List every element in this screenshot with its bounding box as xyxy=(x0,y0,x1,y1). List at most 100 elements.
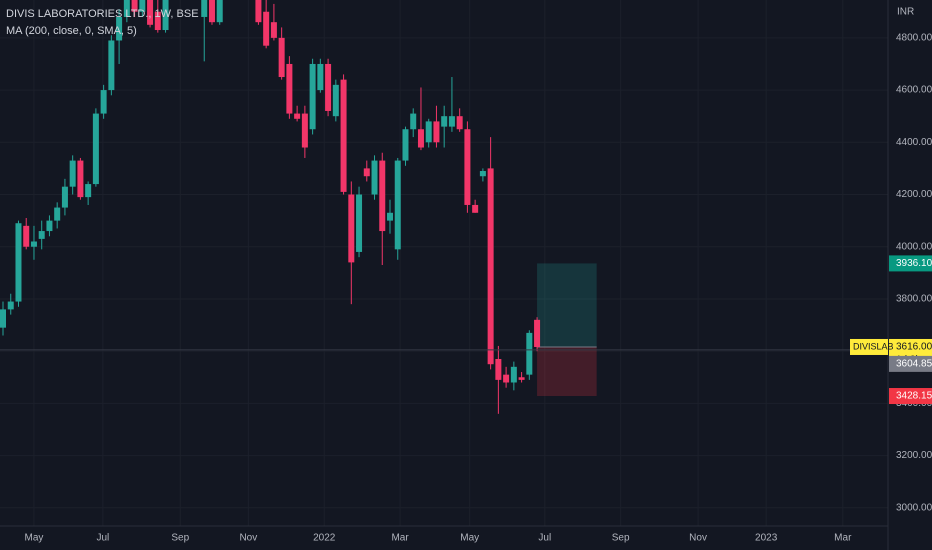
candle-body xyxy=(510,366,517,383)
x-tick-label: Sep xyxy=(612,533,630,544)
x-tick-label: Mar xyxy=(834,533,852,544)
candle-body xyxy=(54,207,61,221)
symbol-tag: DIVISLAB xyxy=(853,341,894,351)
y-tick-label: 3200.00 xyxy=(896,450,932,461)
x-tick-label: Sep xyxy=(171,533,189,544)
candle-body xyxy=(139,0,146,12)
candle-body xyxy=(433,121,440,143)
candle-body xyxy=(387,212,394,221)
symbol-tag-bg xyxy=(850,338,888,355)
x-tick-label: Mar xyxy=(391,533,409,544)
candle-body xyxy=(487,168,494,365)
currency-label: INR xyxy=(897,7,914,18)
candle-body xyxy=(518,377,525,380)
last-price-label: 3616.00 xyxy=(896,342,932,353)
chart-title: DIVIS LABORATORIES LTD., 1W, BSE xyxy=(6,8,199,20)
candle-body xyxy=(162,0,169,31)
candle-body xyxy=(286,63,293,114)
candle-body xyxy=(154,11,161,31)
candle-body xyxy=(15,223,22,302)
candle-body xyxy=(7,301,14,310)
price-label: 3428.15 xyxy=(896,391,932,402)
candle-body xyxy=(371,160,378,195)
grid xyxy=(0,0,888,526)
candle-body xyxy=(348,194,355,263)
candle-body xyxy=(495,358,502,380)
candle-body xyxy=(30,241,37,247)
candle-body xyxy=(425,121,432,143)
candle-body xyxy=(472,204,479,213)
candle-body xyxy=(38,231,45,239)
candle-body xyxy=(417,129,424,148)
axes: 3000.003200.003400.003600.003800.004000.… xyxy=(25,32,932,544)
x-tick-label: Jul xyxy=(538,533,551,544)
candle-body xyxy=(255,0,262,23)
target-zone xyxy=(537,263,597,347)
candle-body xyxy=(294,113,301,119)
stop-zone xyxy=(537,346,597,397)
candle-body xyxy=(201,0,208,17)
y-tick-label: 3000.00 xyxy=(896,502,932,513)
price-label-bg xyxy=(889,255,932,272)
price-label: 3936.10 xyxy=(896,258,932,269)
y-tick-label: 3800.00 xyxy=(896,294,932,305)
candle-body xyxy=(123,0,130,17)
candle-body xyxy=(61,186,68,208)
candle-body xyxy=(278,37,285,78)
candle-body xyxy=(0,309,7,328)
x-tick-label: May xyxy=(25,533,44,544)
candle-body xyxy=(23,225,30,247)
y-tick-label: 4000.00 xyxy=(896,241,932,252)
candle-body xyxy=(77,160,84,198)
candle-body xyxy=(46,220,53,232)
x-tick-label: May xyxy=(460,533,479,544)
candle-body xyxy=(325,63,332,111)
candle-body xyxy=(116,16,123,41)
candle-body xyxy=(441,116,448,127)
candle-body xyxy=(69,160,76,187)
candle-body xyxy=(534,319,541,347)
y-tick-label: 4600.00 xyxy=(896,85,932,96)
x-tick-label: 2022 xyxy=(313,533,336,544)
line-price-label: 3604.85 xyxy=(896,359,932,370)
candle-body xyxy=(108,40,115,91)
candle-body xyxy=(100,90,107,114)
x-tick-label: 2023 xyxy=(755,533,778,544)
x-tick-label: Nov xyxy=(689,533,707,544)
candle-body xyxy=(402,129,409,161)
x-tick-label: Jul xyxy=(96,533,109,544)
y-tick-label: 4400.00 xyxy=(896,137,932,148)
candle-body xyxy=(208,0,215,23)
candle-body xyxy=(332,84,339,117)
candle-body xyxy=(340,79,347,192)
candle-body xyxy=(356,194,363,252)
candle-body xyxy=(363,168,370,177)
candle-body xyxy=(263,11,270,46)
candle-body xyxy=(394,160,401,250)
candle-body xyxy=(464,129,471,205)
y-tick-label: 4200.00 xyxy=(896,189,932,200)
candle-body xyxy=(85,184,92,198)
candle-body xyxy=(147,0,154,25)
candle-body xyxy=(456,116,463,130)
candle-body xyxy=(410,113,417,130)
price-label-bg xyxy=(889,388,932,405)
line-price-bg xyxy=(889,355,932,372)
candle-body xyxy=(216,0,223,23)
candle-body xyxy=(448,116,455,127)
candle-body xyxy=(270,22,277,38)
y-tick-label: 4800.00 xyxy=(896,32,932,43)
indicator-label: MA (200, close, 0, SMA, 5) xyxy=(6,25,137,37)
x-tick-label: Nov xyxy=(239,533,257,544)
candle-body xyxy=(503,374,510,383)
candle-body xyxy=(92,113,99,185)
candle-body xyxy=(317,63,324,91)
candle-body xyxy=(309,63,316,130)
candle-body xyxy=(526,332,533,375)
candle-body xyxy=(479,171,486,177)
plot-area xyxy=(0,0,888,414)
candle-body xyxy=(379,160,386,232)
candle-body xyxy=(131,0,138,12)
